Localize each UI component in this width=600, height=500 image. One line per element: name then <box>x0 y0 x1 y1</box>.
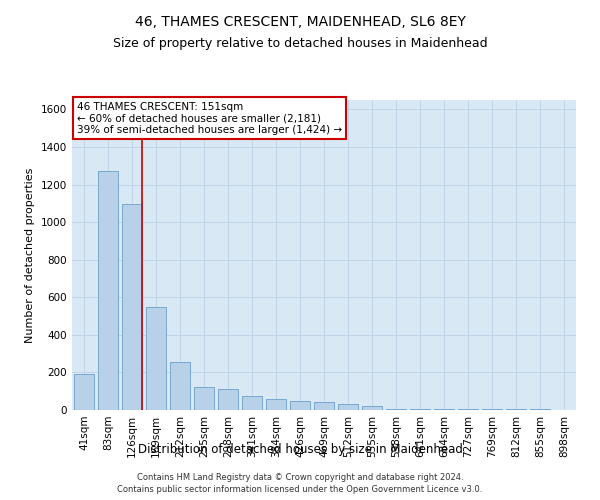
Bar <box>482 409 502 410</box>
Bar <box>266 398 286 410</box>
Text: Contains public sector information licensed under the Open Government Licence v3: Contains public sector information licen… <box>118 485 482 494</box>
Bar <box>146 306 166 410</box>
Bar <box>434 409 454 410</box>
Bar <box>410 409 430 410</box>
Y-axis label: Number of detached properties: Number of detached properties <box>25 168 35 342</box>
Text: Contains HM Land Registry data © Crown copyright and database right 2024.: Contains HM Land Registry data © Crown c… <box>137 472 463 482</box>
Bar <box>170 362 190 410</box>
Bar <box>98 172 118 410</box>
Bar <box>530 409 550 410</box>
Bar <box>194 388 214 410</box>
Bar <box>122 204 142 410</box>
Text: 46, THAMES CRESCENT, MAIDENHEAD, SL6 8EY: 46, THAMES CRESCENT, MAIDENHEAD, SL6 8EY <box>134 15 466 29</box>
Bar <box>290 400 310 410</box>
Bar <box>362 406 382 410</box>
Bar <box>74 374 94 410</box>
Bar <box>218 390 238 410</box>
Bar <box>458 409 478 410</box>
Text: Distribution of detached houses by size in Maidenhead: Distribution of detached houses by size … <box>137 442 463 456</box>
Bar <box>506 409 526 410</box>
Text: 46 THAMES CRESCENT: 151sqm
← 60% of detached houses are smaller (2,181)
39% of s: 46 THAMES CRESCENT: 151sqm ← 60% of deta… <box>77 102 342 134</box>
Bar <box>386 409 406 410</box>
Bar <box>314 402 334 410</box>
Text: Size of property relative to detached houses in Maidenhead: Size of property relative to detached ho… <box>113 38 487 51</box>
Bar <box>338 404 358 410</box>
Bar <box>242 396 262 410</box>
